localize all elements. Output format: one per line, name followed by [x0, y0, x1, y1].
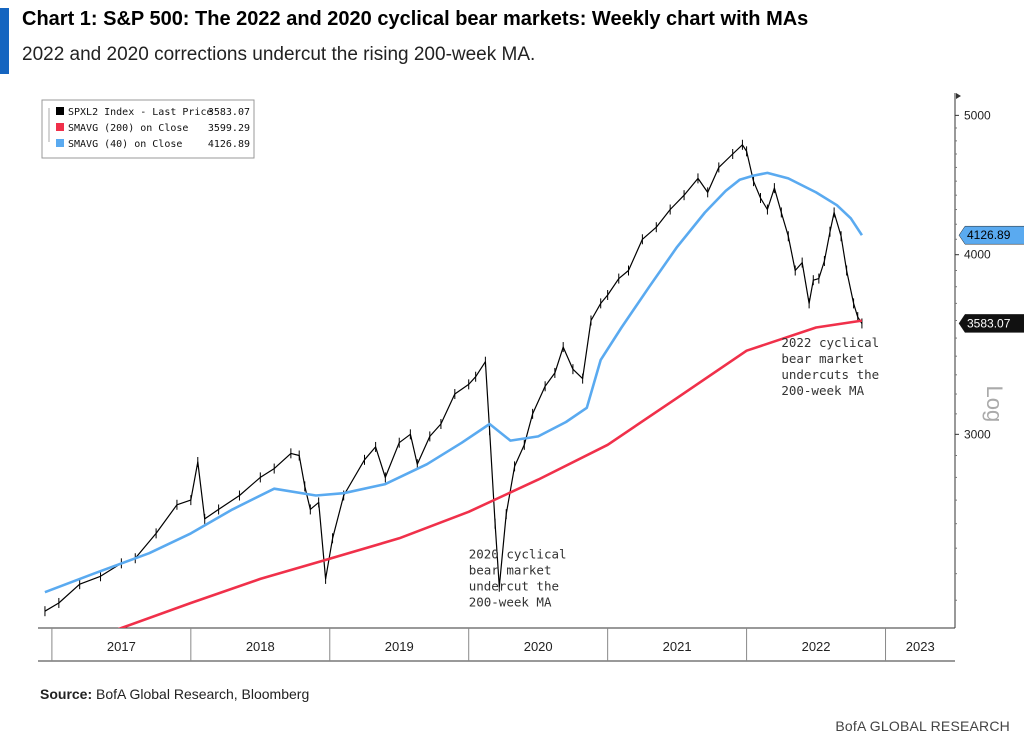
y-tick-label-4000: 4000: [964, 248, 991, 262]
legend-value-1: 3599.29: [208, 123, 250, 134]
legend-swatch-1: [56, 123, 64, 131]
x-tick-label-2017: 2017: [107, 639, 136, 654]
x-tick-label-2021: 2021: [663, 639, 692, 654]
chart-series-layer: [44, 139, 863, 628]
x-tick-label-2022: 2022: [802, 639, 831, 654]
legend-entry-1: SMAVG (200) on Close: [68, 123, 188, 134]
annotation-1-line-2: undercuts the: [781, 367, 879, 382]
annotation-1-line-3: 200-week MA: [781, 383, 864, 398]
source-text: BofA Global Research, Bloomberg: [92, 686, 310, 702]
title-accent-bar: [0, 8, 9, 74]
annotation-0-line-1: bear market: [469, 562, 552, 577]
series-line-0: [44, 144, 863, 612]
end-label-box-0: [958, 225, 1024, 245]
legend-value-2: 4126.89: [208, 139, 250, 150]
y-tick-label-3000: 3000: [964, 427, 991, 441]
series-line-2: [44, 171, 863, 594]
legend-value-0: 3583.07: [208, 107, 250, 118]
annotation-0-line-3: 200-week MA: [469, 594, 552, 609]
chart-title: Chart 1: S&P 500: The 2022 and 2020 cycl…: [22, 8, 809, 30]
annotation-1-line-1: bear market: [781, 351, 864, 366]
chart-subtitle: 2022 and 2020 corrections undercut the r…: [22, 44, 536, 65]
x-tick-label-2019: 2019: [385, 639, 414, 654]
log-scale-label: Log: [982, 386, 1007, 423]
sp500-weekly-chart: 2017 2018 2019 2020 2021 2022 2023 3000 4000 5000…: [38, 93, 1024, 662]
legend-box: [41, 99, 255, 159]
chart-axes: 2017 2018 2019 2020 2021 2022 2023 3000 4000 5000…: [38, 93, 1007, 662]
end-label-0: 4126.89: [967, 228, 1011, 242]
legend-swatch-0: [56, 107, 64, 115]
legend-entry-2: SMAVG (40) on Close: [68, 139, 182, 150]
source-label: Source:: [40, 686, 93, 702]
legend-swatch-2: [56, 139, 64, 147]
source-note: Source: BofA Global Research, Bloomberg: [40, 686, 309, 702]
annotation-0-line-0: 2020 cyclical: [469, 546, 567, 561]
x-tick-label-2020: 2020: [524, 639, 553, 654]
x-tick-label-2023: 2023: [906, 639, 935, 654]
end-label-box-1: [958, 314, 1024, 333]
x-tick-label-2018: 2018: [246, 639, 275, 654]
y-tick-label-5000: 5000: [964, 108, 991, 122]
end-label-1: 3583.07: [967, 316, 1011, 330]
y-axis-arrow: [956, 93, 961, 99]
series-line-1: [117, 319, 863, 628]
legend-entry-0: SPXL2 Index - Last Price: [68, 107, 213, 118]
annotation-1-line-0: 2022 cyclical: [781, 335, 879, 350]
annotation-0-line-2: undercut the: [469, 578, 559, 593]
footer-brand: BofA GLOBAL RESEARCH: [835, 718, 1010, 734]
